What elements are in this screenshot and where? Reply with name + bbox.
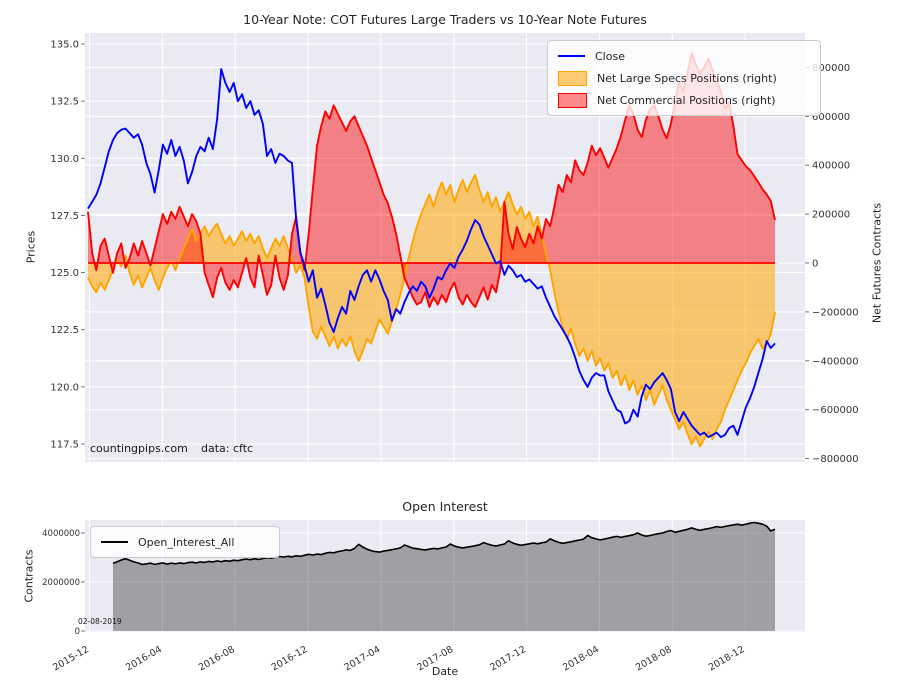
legend-item-close: Close	[558, 45, 810, 67]
legend-label: Net Large Specs Positions (right)	[597, 71, 777, 85]
y-tick-label-right: −200000	[812, 307, 859, 318]
y-tick-label-left: 122.5	[50, 325, 79, 336]
y-tick-label-right: 400000	[812, 161, 850, 172]
y-tick-label-right: −600000	[812, 405, 859, 416]
legend-item-large-specs: Net Large Specs Positions (right)	[558, 67, 810, 89]
y-tick-label-right: 200000	[812, 210, 850, 221]
close-line-swatch	[558, 55, 585, 57]
commercials-line	[87, 52, 776, 308]
y-tick-label-right: −800000	[812, 454, 859, 465]
commercials-area	[88, 53, 775, 307]
oi-axis-label: Contracts	[22, 549, 36, 603]
oi-legend: Open_Interest_All	[90, 526, 280, 558]
y-tick-label-left: 125.0	[50, 268, 79, 279]
oi-tick-label: 4000000	[42, 529, 80, 539]
open-interest-line	[112, 521, 776, 566]
oi-tick-label: 0	[75, 627, 80, 637]
y-tick-label-left: 120.0	[50, 382, 79, 393]
large-specs-line	[87, 174, 776, 448]
left-axis-label: Prices	[24, 230, 38, 264]
legend-label: Open_Interest_All	[138, 535, 235, 549]
y-tick-label-left: 132.5	[50, 97, 79, 108]
y-tick-label-left: 135.0	[50, 40, 79, 51]
commercials-swatch	[558, 92, 587, 108]
large-specs-swatch	[558, 70, 587, 86]
oi-tick-label: 2000000	[42, 578, 80, 588]
y-tick-label-right: −400000	[812, 356, 859, 367]
y-tick-label-left: 130.0	[50, 154, 79, 165]
legend-label: Close	[595, 49, 625, 63]
y-tick-label-left: 117.5	[50, 439, 79, 450]
y-tick-label-right: 800000	[812, 63, 850, 74]
close-line	[87, 68, 776, 439]
main-legend: Close Net Large Specs Positions (right) …	[547, 40, 821, 116]
legend-item-commercials: Net Commercial Positions (right)	[558, 89, 810, 111]
y-tick-label-left: 127.5	[50, 211, 79, 222]
main-chart-title: 10-Year Note: COT Futures Large Traders …	[243, 12, 647, 27]
y-tick-label-right: 0	[812, 259, 818, 270]
large-specs-area	[88, 175, 775, 447]
open-interest-area	[113, 522, 775, 631]
watermark-text: countingpips.com	[90, 442, 188, 455]
legend-item-open-interest: Open_Interest_All	[101, 531, 269, 553]
last-date-note: 02-08-2019	[78, 617, 122, 626]
y-tick-label-right: 600000	[812, 112, 850, 123]
open-interest-line-swatch	[101, 541, 128, 543]
source-note: data: cftc	[201, 442, 254, 455]
legend-label: Net Commercial Positions (right)	[597, 93, 776, 107]
right-axis-label: Net Futures Contracts	[870, 202, 884, 324]
oi-chart-title: Open Interest	[402, 499, 488, 514]
x-axis-label: Date	[431, 665, 459, 678]
